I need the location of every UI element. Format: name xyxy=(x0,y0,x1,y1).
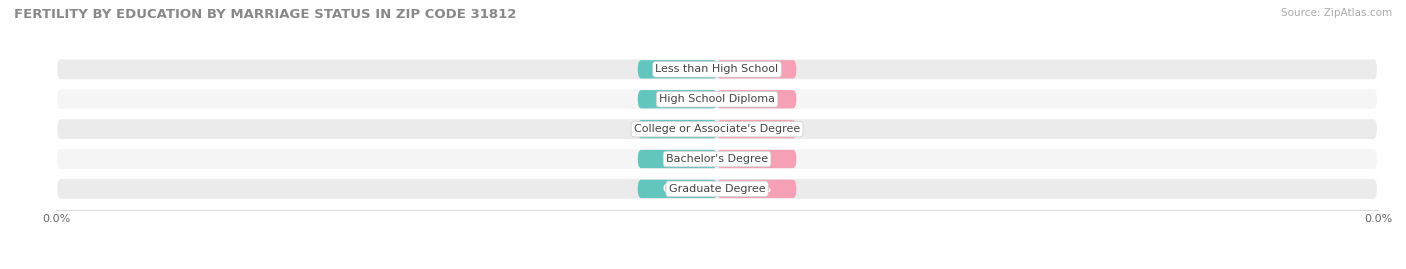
Text: 0.0%: 0.0% xyxy=(742,124,772,134)
FancyBboxPatch shape xyxy=(717,180,796,198)
Text: 0.0%: 0.0% xyxy=(662,94,692,104)
Text: Bachelor's Degree: Bachelor's Degree xyxy=(666,154,768,164)
FancyBboxPatch shape xyxy=(56,178,1378,200)
Text: Less than High School: Less than High School xyxy=(655,64,779,74)
FancyBboxPatch shape xyxy=(638,60,717,79)
Text: 0.0%: 0.0% xyxy=(742,154,772,164)
Text: 0.0%: 0.0% xyxy=(742,94,772,104)
Text: 0.0%: 0.0% xyxy=(742,184,772,194)
FancyBboxPatch shape xyxy=(638,120,717,138)
FancyBboxPatch shape xyxy=(717,60,796,79)
FancyBboxPatch shape xyxy=(717,150,796,168)
Text: 0.0%: 0.0% xyxy=(662,64,692,74)
Text: FERTILITY BY EDUCATION BY MARRIAGE STATUS IN ZIP CODE 31812: FERTILITY BY EDUCATION BY MARRIAGE STATU… xyxy=(14,8,516,21)
Text: 0.0%: 0.0% xyxy=(662,124,692,134)
Text: 0.0%: 0.0% xyxy=(742,64,772,74)
FancyBboxPatch shape xyxy=(638,150,717,168)
FancyBboxPatch shape xyxy=(56,148,1378,170)
FancyBboxPatch shape xyxy=(56,88,1378,110)
Text: 0.0%: 0.0% xyxy=(662,154,692,164)
FancyBboxPatch shape xyxy=(717,90,796,108)
FancyBboxPatch shape xyxy=(56,58,1378,80)
FancyBboxPatch shape xyxy=(56,118,1378,140)
FancyBboxPatch shape xyxy=(638,180,717,198)
Text: College or Associate's Degree: College or Associate's Degree xyxy=(634,124,800,134)
Text: 0.0%: 0.0% xyxy=(662,184,692,194)
Text: High School Diploma: High School Diploma xyxy=(659,94,775,104)
Text: Source: ZipAtlas.com: Source: ZipAtlas.com xyxy=(1281,8,1392,18)
FancyBboxPatch shape xyxy=(717,120,796,138)
Text: Graduate Degree: Graduate Degree xyxy=(669,184,765,194)
FancyBboxPatch shape xyxy=(638,90,717,108)
